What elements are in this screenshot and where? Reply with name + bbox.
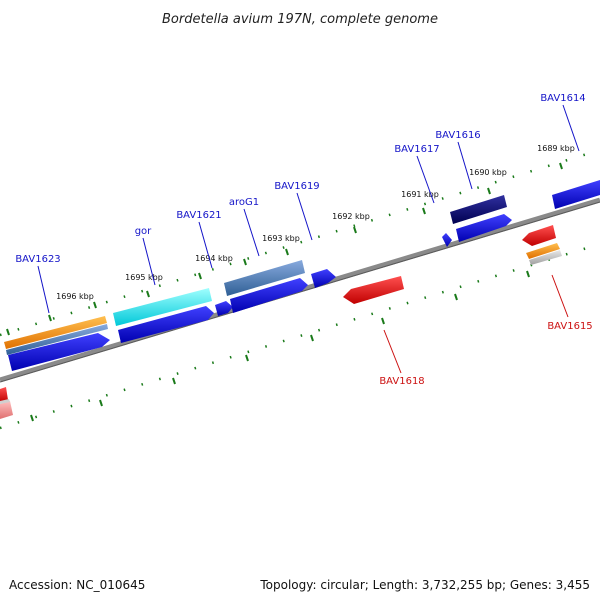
kbp-label: 1691 kbp <box>401 190 439 199</box>
gene-label[interactable]: BAV1621 <box>176 210 221 221</box>
gene-label[interactable]: BAV1623 <box>15 254 60 265</box>
feature-bav1623-cds[interactable] <box>8 333 110 371</box>
gene-label[interactable]: BAV1619 <box>274 181 319 192</box>
major-tick <box>422 207 426 215</box>
gene-label[interactable]: BAV1618 <box>379 376 424 387</box>
inner-tick-ruler <box>0 242 600 430</box>
outer-tick-ruler <box>0 148 600 337</box>
leader-line <box>243 208 260 257</box>
outer-ruler-line <box>0 148 600 337</box>
major-tick <box>172 377 176 385</box>
leader-line <box>383 329 402 374</box>
kbp-label: 1690 kbp <box>469 168 507 177</box>
feature-bav1614-cog[interactable] <box>552 180 600 209</box>
feature-bav1617-cds[interactable] <box>442 233 452 247</box>
feature-bav1623-cog[interactable] <box>4 316 107 349</box>
feature-bav1621-cds[interactable] <box>215 301 233 316</box>
leader-line <box>562 104 580 152</box>
topology-stats-text: Topology: circular; Length: 3,732,255 bp… <box>260 578 590 592</box>
feature-bav1619-cds[interactable] <box>311 269 336 288</box>
leader-line <box>142 237 156 286</box>
feature-left-red-cds[interactable] <box>0 387 8 402</box>
feature-left-grey-cog <box>0 399 10 404</box>
forward-features <box>4 180 600 371</box>
kbp-label: 1693 kbp <box>262 234 300 243</box>
gene-label[interactable]: BAV1614 <box>540 93 585 104</box>
major-tick <box>48 314 52 322</box>
major-tick <box>381 317 385 325</box>
leader-line <box>198 221 213 269</box>
gene-label[interactable]: BAV1617 <box>394 144 439 155</box>
major-tick <box>243 258 247 266</box>
gene-labels: BAV1623 gor BAV1621 aroG1 BAV1619 BAV161… <box>15 93 592 387</box>
feature-arog1-cds[interactable] <box>230 278 308 313</box>
major-tick <box>30 414 34 422</box>
feature-bav1616-cds[interactable] <box>456 214 512 242</box>
major-tick <box>245 354 249 362</box>
feature-bav1618-cds[interactable] <box>343 276 404 304</box>
major-tick <box>526 270 530 278</box>
feature-left-pink-cog[interactable] <box>0 401 13 419</box>
kbp-labels: 1696 kbp 1695 kbp 1694 kbp 1693 kbp 1692… <box>56 144 575 301</box>
leader-line <box>416 155 435 204</box>
gene-label[interactable]: aroG1 <box>229 197 259 208</box>
map-title: Bordetella avium 197N, complete genome <box>162 12 438 27</box>
accession-text: Accession: NC_010645 <box>9 578 146 592</box>
feature-bav1615-cog2 <box>529 250 562 265</box>
leader-line <box>551 274 569 318</box>
feature-arog1-cog[interactable] <box>224 260 305 296</box>
feature-bav1615-cog[interactable] <box>526 243 560 259</box>
major-tick <box>93 301 97 309</box>
feature-gor-cds[interactable] <box>118 306 214 343</box>
leader-line <box>37 265 50 314</box>
major-tick <box>146 290 150 298</box>
major-tick <box>285 248 289 256</box>
major-tick <box>454 293 458 301</box>
reverse-features <box>0 225 562 419</box>
kbp-label: 1692 kbp <box>332 212 370 221</box>
major-tick <box>198 272 202 280</box>
major-tick <box>353 226 357 234</box>
genome-backbone-shadow <box>0 201 600 383</box>
gene-label[interactable]: gor <box>135 226 152 237</box>
gene-label[interactable]: BAV1616 <box>435 130 480 141</box>
major-tick <box>559 162 563 170</box>
major-tick <box>6 328 10 336</box>
feature-bav1615-cds[interactable] <box>522 225 556 246</box>
label-leaders <box>37 104 580 374</box>
leader-line <box>296 192 313 241</box>
kbp-label: 1689 kbp <box>537 144 575 153</box>
major-tick <box>310 334 314 342</box>
major-tick <box>487 187 491 195</box>
leader-line <box>457 141 473 190</box>
kbp-label: 1694 kbp <box>195 254 233 263</box>
feature-bav1623-cog2 <box>6 324 108 355</box>
feature-gor-cog[interactable] <box>113 288 212 326</box>
feature-bav1616-cog[interactable] <box>450 195 507 224</box>
kbp-label: 1695 kbp <box>125 273 163 282</box>
gene-label[interactable]: BAV1615 <box>547 321 592 332</box>
kbp-label: 1696 kbp <box>56 292 94 301</box>
major-tick <box>99 399 103 407</box>
